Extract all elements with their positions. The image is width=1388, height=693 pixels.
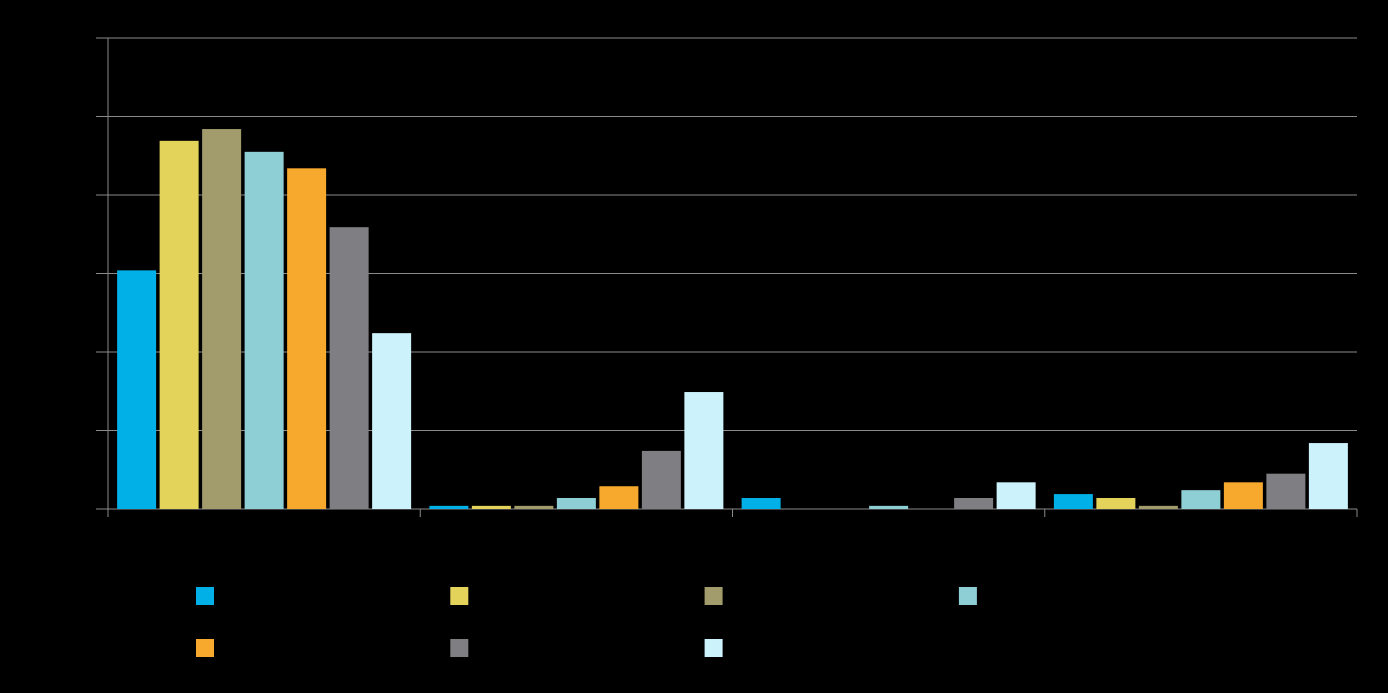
bar	[244, 151, 284, 509]
bar	[996, 482, 1036, 509]
legend-swatch	[450, 587, 469, 605]
bar	[869, 505, 909, 509]
bar	[1223, 482, 1263, 509]
bar	[471, 505, 511, 509]
bar	[641, 450, 681, 509]
bar	[741, 498, 781, 509]
bar	[372, 333, 412, 509]
bar	[1138, 505, 1178, 509]
bar	[514, 505, 554, 509]
bar	[599, 486, 639, 509]
bar	[202, 129, 242, 509]
legend-swatch	[196, 639, 214, 657]
bar	[1266, 473, 1306, 509]
legend-swatch	[196, 587, 214, 605]
bar	[1053, 494, 1093, 509]
bar	[556, 498, 596, 509]
legend-swatch	[704, 587, 723, 605]
bar	[954, 498, 994, 509]
bar	[1181, 490, 1221, 509]
bar	[287, 168, 327, 509]
legend-swatch	[958, 587, 977, 605]
legend-swatch	[704, 639, 723, 657]
legend-swatch	[450, 639, 469, 657]
bar	[1308, 443, 1348, 509]
bar	[684, 392, 724, 509]
bar	[159, 140, 199, 509]
bar	[429, 505, 469, 509]
bar	[1096, 498, 1136, 509]
bar	[117, 270, 157, 509]
bar	[329, 227, 369, 509]
